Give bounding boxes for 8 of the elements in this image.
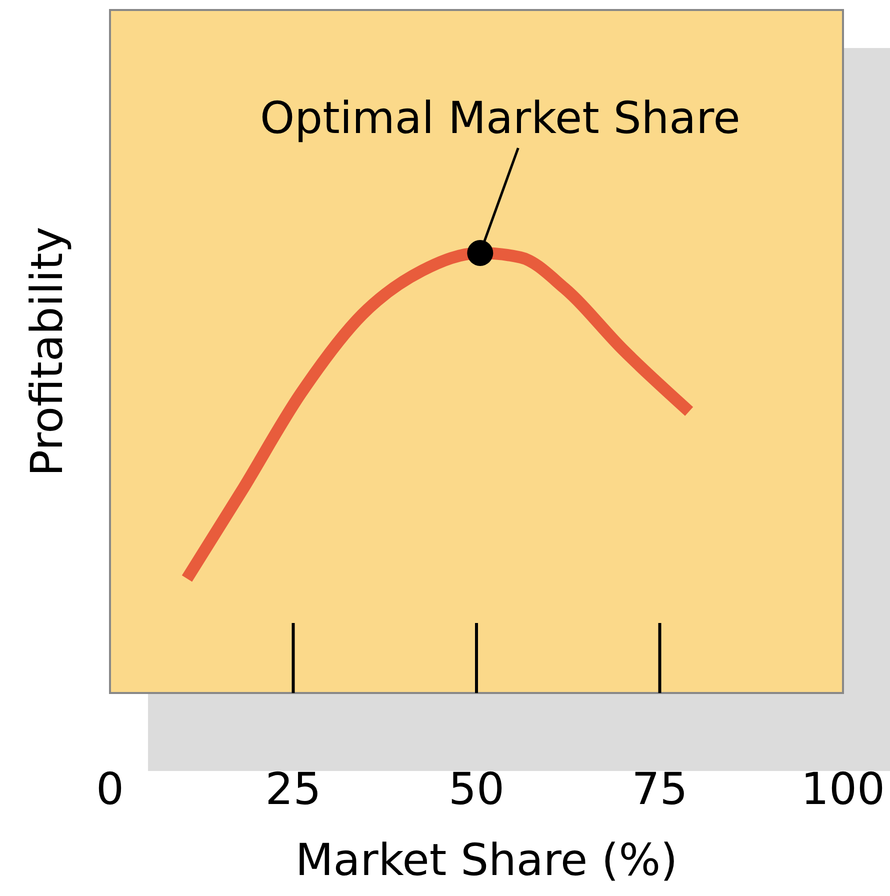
x-tick-label: 25 [265,764,322,816]
x-tick-label: 100 [801,764,885,816]
y-axis-title: Profitability [22,226,73,476]
x-tick-label: 75 [632,764,688,816]
annotation: Optimal Market Share [260,93,740,144]
x-axis-title: Market Share (%) [295,835,678,886]
x-tick-label: 0 [96,764,124,816]
x-tick-label: 50 [448,764,504,816]
